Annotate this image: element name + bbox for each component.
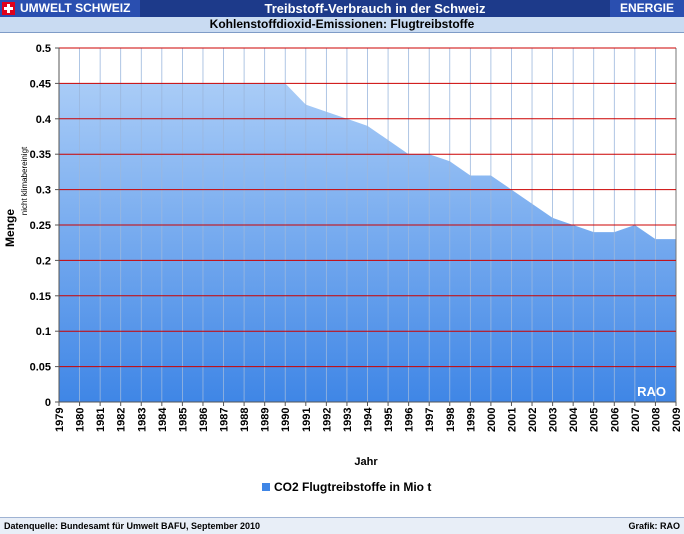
x-tick-label: 1994 xyxy=(363,407,375,432)
x-tick-label: 2009 xyxy=(671,408,683,432)
legend-label: CO2 Flugtreibstoffe in Mio t xyxy=(274,480,431,494)
x-tick-label: 1988 xyxy=(239,408,251,432)
x-tick-label: 1987 xyxy=(219,408,231,432)
y-tick-label: 0.4 xyxy=(36,114,52,126)
y-tick-label: 0.15 xyxy=(30,291,51,303)
x-tick-label: 1986 xyxy=(198,408,210,432)
x-tick-label: 1984 xyxy=(157,407,169,432)
x-tick-label: 2008 xyxy=(650,408,662,432)
y-axis-note: nicht klimabereinigt xyxy=(20,146,29,215)
x-tick-label: 2000 xyxy=(486,408,498,432)
x-tick-label: 1999 xyxy=(465,408,477,432)
y-tick-label: 0.5 xyxy=(36,43,51,55)
x-tick-label: 1982 xyxy=(116,408,128,432)
x-tick-label: 2005 xyxy=(589,408,601,432)
category-tab-energie[interactable]: ENERGIE xyxy=(610,0,684,17)
x-tick-label: 1989 xyxy=(260,408,272,432)
y-tick-label: 0.3 xyxy=(36,185,51,197)
legend-swatch xyxy=(262,483,270,491)
footer-bar: Datenquelle: Bundesamt für Umwelt BAFU, … xyxy=(0,517,684,534)
emissions-area-chart: 0 0.05 0.1 0.15 0.2 0.25 0.3 0.35 0.4 0.45 0.5 197… xyxy=(3,43,683,494)
subtitle-bar: Kohlenstoffdioxid-Emissionen: Flugtreibs… xyxy=(0,17,684,33)
y-tick-label: 0.1 xyxy=(36,326,51,338)
y-tick-label: 0.05 xyxy=(30,362,51,374)
x-tick-label: 1996 xyxy=(404,408,416,432)
x-tick-label: 1998 xyxy=(445,408,457,432)
x-tick-label: 1979 xyxy=(54,408,66,432)
x-tick-label: 2004 xyxy=(568,407,580,432)
watermark: RAO xyxy=(637,384,666,399)
page-title: Treibstoff-Verbrauch in der Schweiz xyxy=(264,1,486,16)
x-tick-label: 1985 xyxy=(177,408,189,432)
y-tick-label: 0.45 xyxy=(30,78,51,90)
x-tick-label: 1983 xyxy=(136,408,148,432)
chart-subtitle: Kohlenstoffdioxid-Emissionen: Flugtreibs… xyxy=(209,17,475,31)
x-tick-label: 2002 xyxy=(527,408,539,432)
x-tick-label: 1980 xyxy=(75,408,87,432)
brand-link[interactable]: UMWELT SCHWEIZ xyxy=(0,0,140,17)
x-tick-label: 1993 xyxy=(342,408,354,432)
x-tick-label: 2006 xyxy=(609,408,621,432)
data-source-note: Datenquelle: Bundesamt für Umwelt BAFU, … xyxy=(4,521,261,531)
x-tick-label: 1995 xyxy=(383,408,395,432)
x-tick-label: 2001 xyxy=(506,408,518,432)
x-tick-label: 2003 xyxy=(548,408,560,432)
y-tick-label: 0.35 xyxy=(30,149,51,161)
brand-label: UMWELT SCHWEIZ xyxy=(20,1,131,15)
y-tick-label: 0.25 xyxy=(30,220,51,232)
x-tick-label: 1981 xyxy=(95,408,107,432)
x-tick-label: 1992 xyxy=(321,408,333,432)
swiss-flag-icon xyxy=(2,2,15,15)
graphic-credit: Grafik: RAO xyxy=(628,521,680,531)
y-axis-title: Menge xyxy=(3,209,17,247)
x-tick-label: 1991 xyxy=(301,408,313,432)
x-tick-label: 2007 xyxy=(630,408,642,432)
x-axis-title: Jahr xyxy=(354,456,378,468)
x-tick-label: 1990 xyxy=(280,408,292,432)
y-tick-label: 0.2 xyxy=(36,255,51,267)
header-bar xyxy=(0,0,684,17)
x-tick-label: 1997 xyxy=(424,408,436,432)
y-tick-label: 0 xyxy=(45,397,51,409)
